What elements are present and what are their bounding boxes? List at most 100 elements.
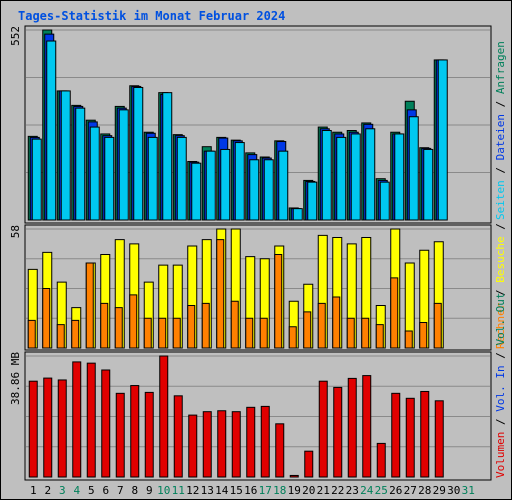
bar-seiten-day-27 xyxy=(408,116,419,221)
x-label-day-29: 29 xyxy=(433,484,446,497)
x-label-day-6: 6 xyxy=(102,484,109,497)
x-label-day-19: 19 xyxy=(288,484,301,497)
bar-rechner-day-19 xyxy=(288,326,297,349)
legend-vol-in: Vol. In xyxy=(494,365,507,411)
x-label-day-25: 25 xyxy=(375,484,388,497)
bar-seiten-day-8 xyxy=(133,86,144,221)
legend-anfragen: Anfragen xyxy=(494,41,507,94)
bar-seiten-day-15 xyxy=(234,142,245,221)
bar-volumen-day-15 xyxy=(231,411,241,478)
bar-seiten-day-14 xyxy=(220,148,231,221)
x-label-day-23: 23 xyxy=(346,484,359,497)
bar-seiten-day-19 xyxy=(292,208,303,221)
x-label-day-24: 24 xyxy=(360,484,374,497)
bar-rechner-day-10 xyxy=(158,317,167,349)
bar-rechner-day-3 xyxy=(56,324,65,349)
bar-volumen-day-6 xyxy=(101,369,111,478)
x-label-day-20: 20 xyxy=(302,484,315,497)
top-ymax-label: 552 xyxy=(9,26,22,46)
bar-volumen-day-29 xyxy=(434,400,444,478)
x-label-day-26: 26 xyxy=(389,484,402,497)
bar-volumen-day-26 xyxy=(391,392,401,478)
x-label-day-11: 11 xyxy=(172,484,185,497)
x-label-day-18: 18 xyxy=(273,484,286,497)
legend-seiten: Seiten xyxy=(494,180,507,220)
bar-volumen-day-23 xyxy=(347,377,357,478)
bar-rechner-day-8 xyxy=(129,294,138,349)
bars xyxy=(27,29,448,478)
legend-vol-out: Vol. Out xyxy=(494,293,507,346)
bar-volumen-day-18 xyxy=(275,423,285,478)
bar-seiten-day-23 xyxy=(350,133,361,221)
bar-seiten-day-6 xyxy=(104,136,115,221)
bar-volumen-day-10 xyxy=(159,355,169,478)
bar-seiten-day-17 xyxy=(263,159,274,221)
x-label-day-10: 10 xyxy=(157,484,170,497)
bar-seiten-day-21 xyxy=(321,130,332,221)
bar-seiten-day-22 xyxy=(336,136,347,221)
x-label-day-27: 27 xyxy=(404,484,417,497)
x-label-day-8: 8 xyxy=(131,484,138,497)
x-label-day-31: 31 xyxy=(462,484,475,497)
middle-ymax-label: 58 xyxy=(9,225,22,238)
bar-volumen-day-21 xyxy=(318,380,328,478)
panel-middle-frame xyxy=(24,224,492,351)
legend-dateien: Dateien xyxy=(494,114,507,160)
x-axis-labels: 1 2 3 4 5 6 7 8 9 10 11 12 13 14 15 16 17 18 19 20 21 22 23 24 2… xyxy=(30,484,475,497)
bottom-ymax-label: 38.86 MB xyxy=(9,352,22,405)
bar-volumen-day-24 xyxy=(362,375,372,478)
bar-volumen-day-13 xyxy=(202,411,212,478)
bar-volumen-day-4 xyxy=(72,361,82,478)
bar-seiten-day-18 xyxy=(278,150,289,221)
bar-volumen-day-17 xyxy=(260,405,270,478)
bar-rechner-day-24 xyxy=(361,317,370,349)
bar-volumen-day-7 xyxy=(115,392,125,478)
bar-seiten-day-11 xyxy=(176,136,187,221)
x-label-day-22: 22 xyxy=(331,484,344,497)
bar-volumen-day-20 xyxy=(304,450,314,478)
bar-rechner-day-21 xyxy=(317,302,326,349)
bar-seiten-day-3 xyxy=(60,90,71,221)
bar-seiten-day-4 xyxy=(75,107,86,221)
x-label-day-9: 9 xyxy=(146,484,153,497)
bar-rechner-day-9 xyxy=(143,317,152,349)
bar-rechner-day-27 xyxy=(404,330,413,349)
bar-volumen-day-1 xyxy=(28,380,38,478)
bar-rechner-day-1 xyxy=(27,319,36,349)
x-label-day-5: 5 xyxy=(88,484,95,497)
x-label-day-15: 15 xyxy=(230,484,243,497)
legend-top: Seiten / Dateien / Anfragen xyxy=(494,41,507,220)
bar-rechner-day-7 xyxy=(114,307,123,349)
panel-bottom-frame xyxy=(24,351,492,481)
bar-seiten-day-24 xyxy=(365,128,376,221)
legend-middle: Rechner / Besuche / xyxy=(494,223,507,349)
bar-rechner-day-16 xyxy=(245,317,254,349)
x-label-day-14: 14 xyxy=(215,484,229,497)
bar-volumen-day-2 xyxy=(43,377,53,478)
legend-rechner: Rechner xyxy=(494,302,507,349)
bar-volumen-day-22 xyxy=(333,386,343,478)
legend-besuche: Besuche xyxy=(494,236,507,282)
bar-seiten-day-25 xyxy=(379,181,390,221)
bar-volumen-day-27 xyxy=(405,397,415,478)
bar-seiten-day-10 xyxy=(162,92,173,221)
bar-seiten-day-13 xyxy=(205,150,216,221)
x-label-day-13: 13 xyxy=(201,484,214,497)
bar-volumen-day-25 xyxy=(376,442,386,478)
bar-rechner-day-5 xyxy=(85,262,94,349)
chart-title: Tages-Statistik im Monat Februar 2024 xyxy=(18,9,285,23)
bar-rechner-day-15 xyxy=(230,300,239,349)
bar-seiten-day-5 xyxy=(89,126,100,221)
panel-top-frame xyxy=(24,25,492,224)
bar-rechner-day-6 xyxy=(100,302,109,349)
bar-volumen-day-9 xyxy=(144,391,154,478)
x-label-day-28: 28 xyxy=(418,484,431,497)
bar-rechner-day-28 xyxy=(419,322,428,349)
bar-rechner-day-25 xyxy=(375,324,384,349)
bar-rechner-day-11 xyxy=(172,317,181,349)
bar-rechner-day-29 xyxy=(433,302,442,349)
x-label-day-16: 16 xyxy=(244,484,257,497)
bar-rechner-day-22 xyxy=(332,296,341,349)
bar-rechner-day-20 xyxy=(303,311,312,349)
